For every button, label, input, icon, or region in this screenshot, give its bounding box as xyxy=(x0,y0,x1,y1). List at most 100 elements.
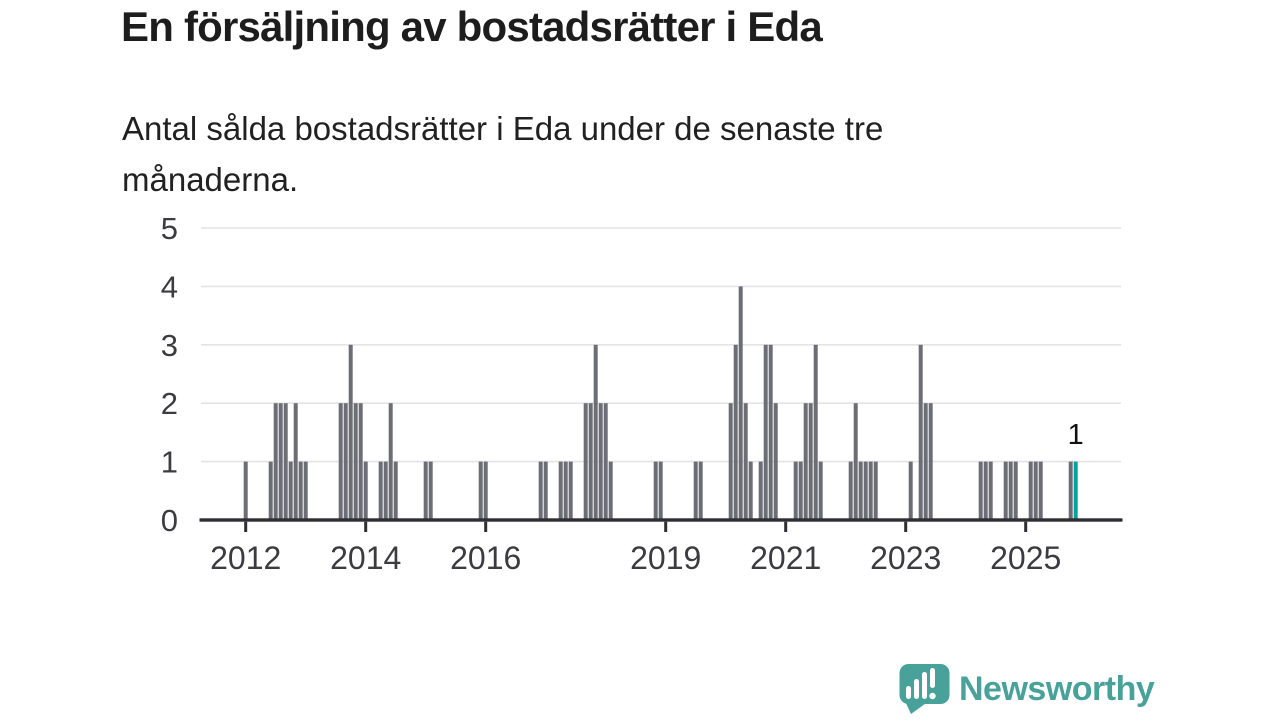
bar xyxy=(288,461,293,521)
chart-subtitle: Antal sålda bostadsrätter i Eda under de… xyxy=(122,103,883,205)
bar xyxy=(303,461,308,521)
bar xyxy=(353,403,358,521)
bar xyxy=(483,461,488,521)
y-axis-tick-label: 0 xyxy=(161,503,178,538)
bar xyxy=(653,461,658,521)
bar xyxy=(738,286,743,521)
bar xyxy=(383,461,388,521)
bar xyxy=(563,461,568,521)
y-axis-tick-label: 3 xyxy=(161,328,178,363)
bar xyxy=(358,403,363,521)
x-axis-tick-label: 2012 xyxy=(210,540,281,576)
bar xyxy=(348,344,353,521)
bar xyxy=(983,461,988,521)
bar xyxy=(848,461,853,521)
logo-mini-bar-1 xyxy=(906,686,911,699)
bar xyxy=(853,403,858,521)
y-axis-tick-label: 5 xyxy=(161,211,178,246)
bar xyxy=(763,344,768,521)
bar xyxy=(338,403,343,521)
y-axis-tick-label: 4 xyxy=(161,269,178,304)
bar xyxy=(538,461,543,521)
bar xyxy=(283,403,288,521)
bar xyxy=(543,461,548,521)
x-axis-tick-label: 2025 xyxy=(990,540,1061,576)
bar xyxy=(918,344,923,521)
bar xyxy=(378,461,383,521)
bar xyxy=(243,461,248,521)
bar xyxy=(1003,461,1008,521)
bar xyxy=(758,461,763,521)
bar xyxy=(268,461,273,521)
bar xyxy=(658,461,663,521)
bar xyxy=(773,403,778,521)
bar xyxy=(598,403,603,521)
bar xyxy=(868,461,873,521)
bar xyxy=(388,403,393,521)
bar xyxy=(343,403,348,521)
x-axis-tick-label: 2016 xyxy=(450,540,521,576)
bar xyxy=(273,403,278,521)
x-axis-tick-label: 2014 xyxy=(330,540,401,576)
bar xyxy=(798,461,803,521)
bar xyxy=(818,461,823,521)
bar xyxy=(1038,461,1043,521)
bar xyxy=(568,461,573,521)
bar xyxy=(608,461,613,521)
bar xyxy=(593,344,598,521)
bar xyxy=(478,461,483,521)
speech-bubble-tail xyxy=(905,701,929,714)
x-axis-tick-label: 2021 xyxy=(750,540,821,576)
bar xyxy=(583,403,588,521)
bar xyxy=(558,461,563,521)
x-axis-line xyxy=(199,518,1123,522)
bar xyxy=(1033,461,1038,521)
chart-subtitle-line1: Antal sålda bostadsrätter i Eda under de… xyxy=(122,110,884,147)
y-axis-tick-label: 2 xyxy=(161,386,178,421)
bar xyxy=(748,461,753,521)
bar xyxy=(423,461,428,521)
logo-exclamation-dot xyxy=(929,692,936,700)
newsworthy-logo-text: Newsworthy xyxy=(959,670,1155,708)
newsworthy-logo: Newsworthy xyxy=(899,663,1155,715)
bar xyxy=(698,461,703,521)
x-axis-tick-label: 2023 xyxy=(870,540,941,576)
bar xyxy=(863,461,868,521)
bar xyxy=(978,461,983,521)
bar xyxy=(278,403,283,521)
logo-mini-bar-2 xyxy=(914,679,919,699)
logo-mini-bar-3 xyxy=(922,672,927,699)
bar xyxy=(603,403,608,521)
bar xyxy=(1013,461,1018,521)
bar xyxy=(743,403,748,521)
bar xyxy=(428,461,433,521)
y-axis-tick-label: 1 xyxy=(161,445,178,480)
bar xyxy=(803,403,808,521)
bar xyxy=(588,403,593,521)
bar xyxy=(298,461,303,521)
bar xyxy=(393,461,398,521)
bar xyxy=(858,461,863,521)
x-axis-tick-label: 2019 xyxy=(630,540,701,576)
chart-subtitle-line2: månaderna. xyxy=(122,161,299,198)
bar xyxy=(928,403,933,521)
bar xyxy=(693,461,698,521)
newsworthy-logo-icon xyxy=(899,664,950,714)
bar xyxy=(728,403,733,521)
bar xyxy=(808,403,813,521)
bar xyxy=(793,461,798,521)
last-value-label: 1 xyxy=(1068,419,1084,451)
bar xyxy=(1028,461,1033,521)
bar xyxy=(1068,461,1073,521)
bar xyxy=(768,344,773,521)
bar xyxy=(988,461,993,521)
bar xyxy=(363,461,368,521)
bar xyxy=(923,403,928,521)
bar xyxy=(813,344,818,521)
chart-title: En försäljning av bostadsrätter i Eda xyxy=(121,3,823,50)
bar xyxy=(293,403,298,521)
bar-highlighted xyxy=(1073,461,1078,521)
logo-exclamation-bar xyxy=(930,668,935,688)
